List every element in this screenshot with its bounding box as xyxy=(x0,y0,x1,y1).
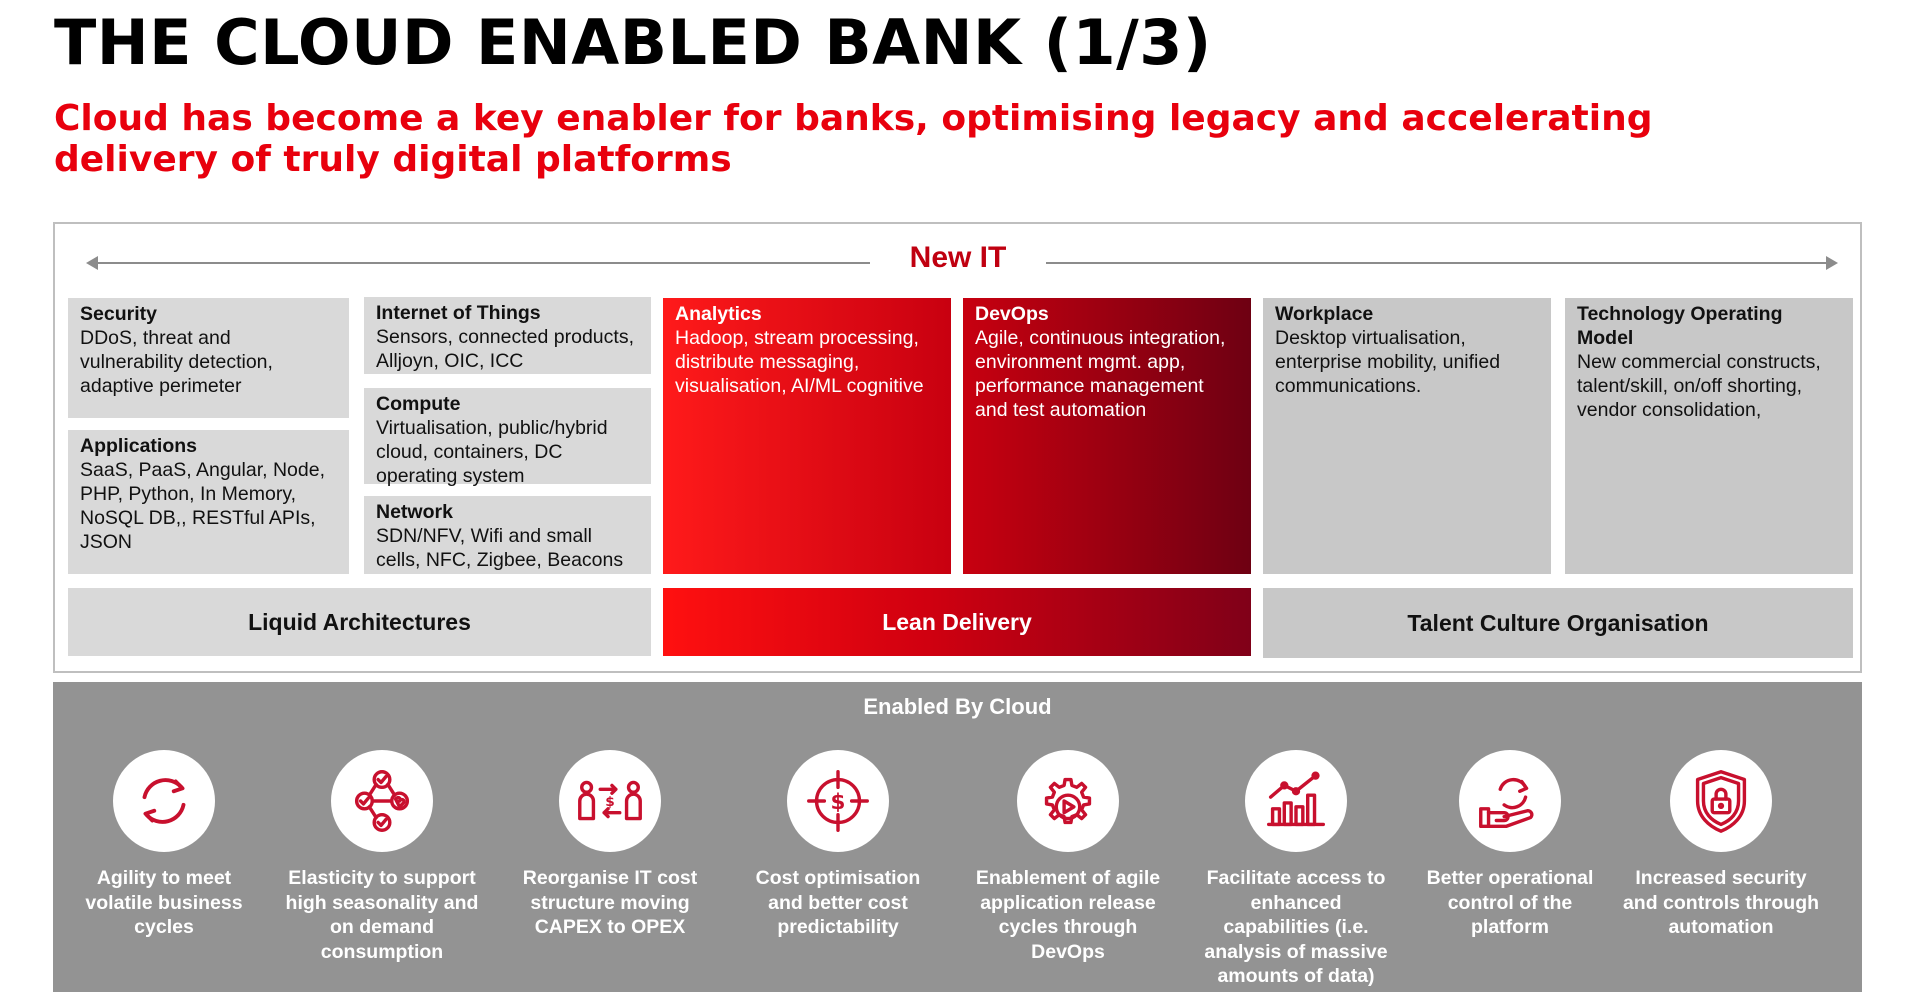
dollar-target-icon: $ xyxy=(787,750,889,852)
security-box: Security DDoS, threat and vulnerability … xyxy=(68,298,349,418)
cost-exchange-icon: $ xyxy=(559,750,661,852)
tom-box: Technology Operating Model New commercia… xyxy=(1565,298,1853,574)
new-it-line-right xyxy=(1046,262,1828,264)
compute-box: Compute Virtualisation, public/hybrid cl… xyxy=(364,388,651,487)
compute-text: Virtualisation, public/hybrid cloud, con… xyxy=(376,417,608,487)
new-it-line-left xyxy=(96,262,870,264)
network-heading: Network xyxy=(376,501,453,523)
enabled-by-cloud-panel: Enabled By Cloud Agility to meet volatil… xyxy=(53,682,1862,992)
pillar-lean-delivery: Lean Delivery xyxy=(663,588,1251,656)
benefit-label: Enablement of agile application release … xyxy=(975,867,1161,963)
security-text: DDoS, threat and vulnerability detection… xyxy=(80,327,273,397)
page-title: THE CLOUD ENABLED BANK (1/3) xyxy=(54,6,1212,79)
elasticity-network-icon xyxy=(331,750,433,852)
devops-heading: DevOps xyxy=(975,303,1049,325)
svg-text:$: $ xyxy=(605,794,615,810)
applications-text: SaaS, PaaS, Angular, Node, PHP, Python, … xyxy=(80,459,326,553)
benefit-label: Increased security and controls through … xyxy=(1622,867,1820,938)
arrow-left-icon xyxy=(86,256,98,270)
applications-heading: Applications xyxy=(80,435,198,457)
workplace-text: Desktop virtualisation, enterprise mobil… xyxy=(1275,327,1501,397)
iot-heading: Internet of Things xyxy=(376,302,541,324)
arrow-right-icon xyxy=(1826,256,1838,270)
new-it-label: New IT xyxy=(870,241,1046,275)
network-text: SDN/NFV, Wifi and small cells, NFC, Zigb… xyxy=(376,525,624,571)
tom-heading: Technology Operating Model xyxy=(1577,303,1783,349)
page-subtitle: Cloud has become a key enabler for banks… xyxy=(54,98,1653,180)
analytics-heading: Analytics xyxy=(675,303,762,325)
devops-text: Agile, continuous integration, environme… xyxy=(975,327,1226,421)
cloud-title: Enabled By Cloud xyxy=(863,694,1052,719)
workplace-box: Workplace Desktop virtualisation, enterp… xyxy=(1263,298,1551,574)
iot-text: Sensors, connected products, Alljoyn, OI… xyxy=(376,326,634,372)
applications-box: Applications SaaS, PaaS, Angular, Node, … xyxy=(68,430,349,574)
pillar-talent-culture: Talent Culture Organisation xyxy=(1263,588,1853,658)
pillar-liquid-architectures: Liquid Architectures xyxy=(68,588,651,656)
svg-text:$: $ xyxy=(831,790,846,815)
benefit-label: Elasticity to support high seasonality a… xyxy=(285,867,479,963)
compute-heading: Compute xyxy=(376,393,461,415)
analytics-box: Analytics Hadoop, stream processing, dis… xyxy=(663,298,951,574)
benefit-label: Reorganise IT cost structure moving CAPE… xyxy=(522,867,698,938)
gear-play-icon xyxy=(1017,750,1119,852)
tom-text: New commercial constructs, talent/skill,… xyxy=(1577,351,1821,421)
benefit-label: Better operational control of the platfo… xyxy=(1426,867,1594,938)
network-box: Network SDN/NFV, Wifi and small cells, N… xyxy=(364,496,651,574)
security-heading: Security xyxy=(80,303,157,325)
analytics-text: Hadoop, stream processing, distribute me… xyxy=(675,327,924,397)
workplace-heading: Workplace xyxy=(1275,303,1374,325)
benefit-label: Agility to meet volatile business cycles xyxy=(85,867,243,938)
hand-control-icon xyxy=(1459,750,1561,852)
devops-box: DevOps Agile, continuous integration, en… xyxy=(963,298,1251,574)
growth-chart-icon xyxy=(1245,750,1347,852)
shield-lock-icon xyxy=(1670,750,1772,852)
refresh-cycle-icon xyxy=(113,750,215,852)
benefit-label: Facilitate access to enhanced capabiliti… xyxy=(1204,867,1388,987)
benefit-label: Cost optimisation and better cost predic… xyxy=(755,867,921,938)
iot-box: Internet of Things Sensors, connected pr… xyxy=(364,297,651,374)
